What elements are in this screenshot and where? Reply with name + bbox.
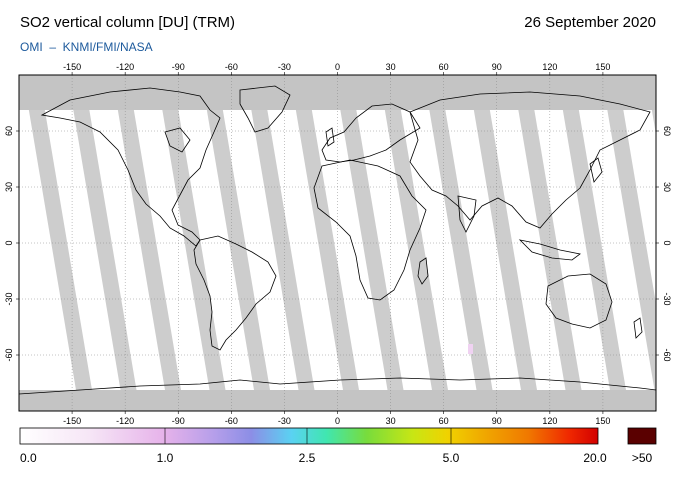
new-zealand-coast xyxy=(633,317,643,339)
australia-coast xyxy=(545,273,613,329)
orbit-gap-stripe xyxy=(161,105,226,390)
colorbar-label-over: >50 xyxy=(631,451,653,465)
graticule xyxy=(19,75,656,411)
orbit-gap-stripe xyxy=(339,105,404,390)
hudson-bay xyxy=(164,127,191,153)
madagascar-coast xyxy=(417,257,429,285)
lon-label-bottom: -120 xyxy=(116,416,134,426)
lon-label-bottom: 150 xyxy=(595,416,610,426)
antarctica-coast xyxy=(19,377,656,395)
lon-label-top: 0 xyxy=(335,62,340,72)
lon-label-bottom: -60 xyxy=(225,416,238,426)
map-date: 26 September 2020 xyxy=(524,14,656,31)
colorbar xyxy=(19,427,599,445)
lat-label-right: -60 xyxy=(662,348,672,361)
lat-label-right: 30 xyxy=(662,182,672,192)
lat-label-left: -30 xyxy=(4,292,14,305)
japan-coast xyxy=(589,157,603,183)
lat-label-right: -30 xyxy=(662,292,672,305)
orbit-gap-stripe xyxy=(28,105,92,390)
orbit-gap-stripe xyxy=(206,105,270,390)
orbit-gap-stripe xyxy=(517,105,582,390)
map-title: SO2 vertical column [DU] (TRM) xyxy=(20,14,236,31)
lon-label-bottom: 30 xyxy=(386,416,396,426)
orbit-gap-stripe xyxy=(428,105,493,390)
lon-label-bottom: 90 xyxy=(492,416,502,426)
lon-label-top: 120 xyxy=(542,62,557,72)
coastlines xyxy=(19,85,656,395)
lat-label-right: 60 xyxy=(662,126,672,136)
colorbar-label-2-5: 2.5 xyxy=(298,451,316,465)
orbit-gap-stripe xyxy=(606,105,656,390)
data-source: OMI – KNMI/FMI/NASA xyxy=(20,40,153,54)
lon-label-top: 90 xyxy=(492,62,502,72)
colorbar-label-20: 20.0 xyxy=(583,451,607,465)
colorbar-label-1: 1.0 xyxy=(156,451,174,465)
lat-label-left: -60 xyxy=(4,348,14,361)
so2-feature xyxy=(468,344,473,354)
lon-label-top: -120 xyxy=(116,62,134,72)
colorbar-over-box xyxy=(627,427,657,445)
orbit-gap-stripe xyxy=(473,105,537,390)
lat-label-left: 0 xyxy=(4,240,14,245)
lon-label-bottom: -150 xyxy=(63,416,81,426)
lon-label-bottom: 0 xyxy=(335,416,340,426)
orbit-gap-stripe xyxy=(117,105,181,390)
lon-label-top: -90 xyxy=(172,62,185,72)
arctic-no-data xyxy=(19,75,656,110)
lon-label-top: -30 xyxy=(278,62,291,72)
orbit-gap-stripe xyxy=(72,105,137,390)
uk-coast xyxy=(325,127,335,147)
indonesia-coast xyxy=(518,239,581,261)
africa-coast xyxy=(313,159,427,301)
orbit-gap-stripe xyxy=(562,105,626,390)
asia-coast xyxy=(409,91,651,229)
greenland-coast xyxy=(239,85,291,133)
lon-label-top: -150 xyxy=(63,62,81,72)
lon-label-bottom: 60 xyxy=(439,416,449,426)
colorbar-label-5: 5.0 xyxy=(442,451,460,465)
orbit-gap-stripe xyxy=(250,105,315,390)
orbit-gap-stripe xyxy=(651,105,656,135)
lon-label-top: 60 xyxy=(439,62,449,72)
india-coast xyxy=(457,195,477,233)
lon-label-top: -60 xyxy=(225,62,238,72)
lat-label-left: 30 xyxy=(4,182,14,192)
lon-label-top: 150 xyxy=(595,62,610,72)
lon-label-top: 30 xyxy=(386,62,396,72)
lat-label-left: 60 xyxy=(4,126,14,136)
lon-label-bottom: -30 xyxy=(278,416,291,426)
orbit-gap-stripe xyxy=(295,105,359,390)
lat-label-right: 0 xyxy=(662,240,672,245)
map-content xyxy=(19,75,656,411)
lon-label-bottom: 120 xyxy=(542,416,557,426)
north-america-coast xyxy=(40,87,221,247)
axis-ticks: -150 -150 -120 -120 -90 -90 -60 -60 -30 -30 0 0 30 30… xyxy=(4,62,672,426)
south-america-coast xyxy=(193,235,277,351)
colorbar-label-min: 0.0 xyxy=(20,451,37,465)
lon-label-bottom: -90 xyxy=(172,416,185,426)
